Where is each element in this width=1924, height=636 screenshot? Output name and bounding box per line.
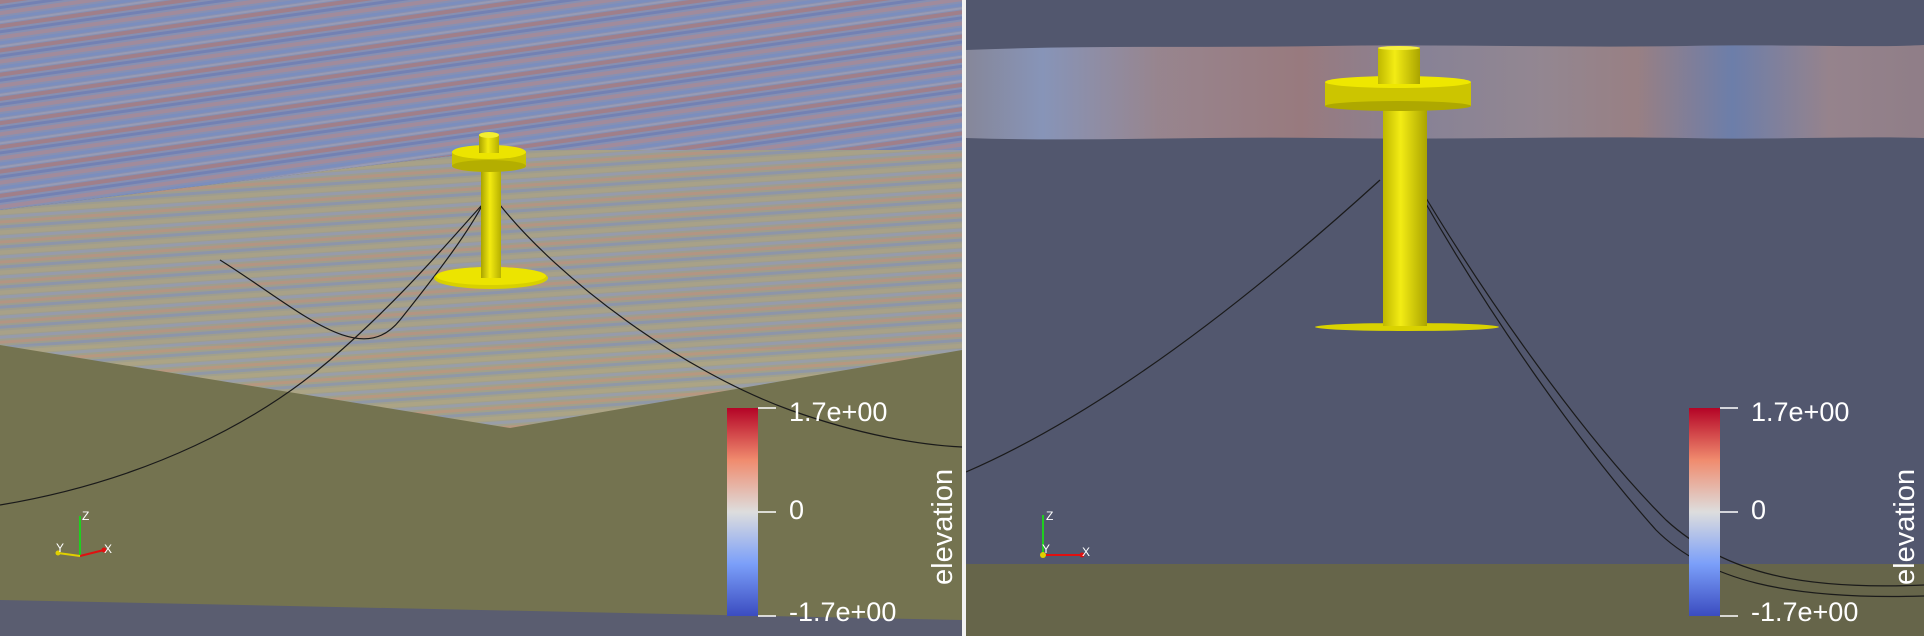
colorbar-max-label: 1.7e+00 — [1751, 397, 1849, 427]
mooring-lines — [0, 199, 962, 506]
axis-x-tip — [1079, 552, 1085, 558]
scene-right[interactable]: 1.7e+00 0 -1.7e+00 elevation Z Y X — [966, 0, 1924, 636]
colorbar-gradient — [727, 408, 758, 616]
colorbar-gradient — [1689, 408, 1720, 616]
render-view-right[interactable]: 1.7e+00 0 -1.7e+00 elevation Z Y X — [966, 0, 1924, 636]
colorbar-min-label: -1.7e+00 — [789, 597, 896, 627]
color-legend[interactable]: 1.7e+00 0 -1.7e+00 elevation — [727, 397, 959, 627]
render-view-left[interactable]: 1.7e+00 0 -1.7e+00 elevation Z Y X — [0, 0, 962, 636]
seabed-plane — [966, 564, 1924, 636]
colorbar-title: elevation — [927, 469, 959, 585]
colorbar-title: elevation — [1889, 469, 1921, 585]
axis-x-label: X — [104, 542, 112, 556]
colorbar-mid-label: 0 — [789, 495, 804, 525]
axis-z-label: Z — [82, 509, 89, 523]
colorbar-max-label: 1.7e+00 — [789, 397, 887, 427]
axis-y-line — [57, 552, 81, 557]
seabed-plane — [0, 345, 962, 636]
ocean-surface-near — [0, 150, 962, 428]
orientation-axes[interactable]: Z Y X — [1040, 509, 1090, 559]
axis-y-label: Y — [1042, 542, 1050, 556]
orientation-axes[interactable]: Z Y X — [55, 509, 113, 557]
axis-x-line — [79, 549, 105, 557]
axis-y-label: Y — [56, 541, 64, 555]
axis-y-tip — [55, 550, 61, 556]
axis-x-tip — [101, 547, 107, 553]
colorbar-min-label: -1.7e+00 — [1751, 597, 1858, 627]
viewport-divider[interactable] — [962, 0, 966, 636]
seabed-edge — [0, 600, 962, 636]
axis-z-label: Z — [1046, 509, 1053, 523]
mooring-lines — [966, 177, 1924, 598]
colorbar-mid-label: 0 — [1751, 495, 1766, 525]
floating-platform — [434, 132, 548, 289]
ocean-surface-far — [0, 0, 962, 210]
spar-platform — [1315, 46, 1499, 331]
axis-x-label: X — [1082, 545, 1090, 559]
axis-y-tip — [1040, 552, 1046, 558]
color-legend[interactable]: 1.7e+00 0 -1.7e+00 elevation — [1689, 397, 1921, 627]
scene-left[interactable]: 1.7e+00 0 -1.7e+00 elevation Z Y X — [0, 0, 962, 636]
